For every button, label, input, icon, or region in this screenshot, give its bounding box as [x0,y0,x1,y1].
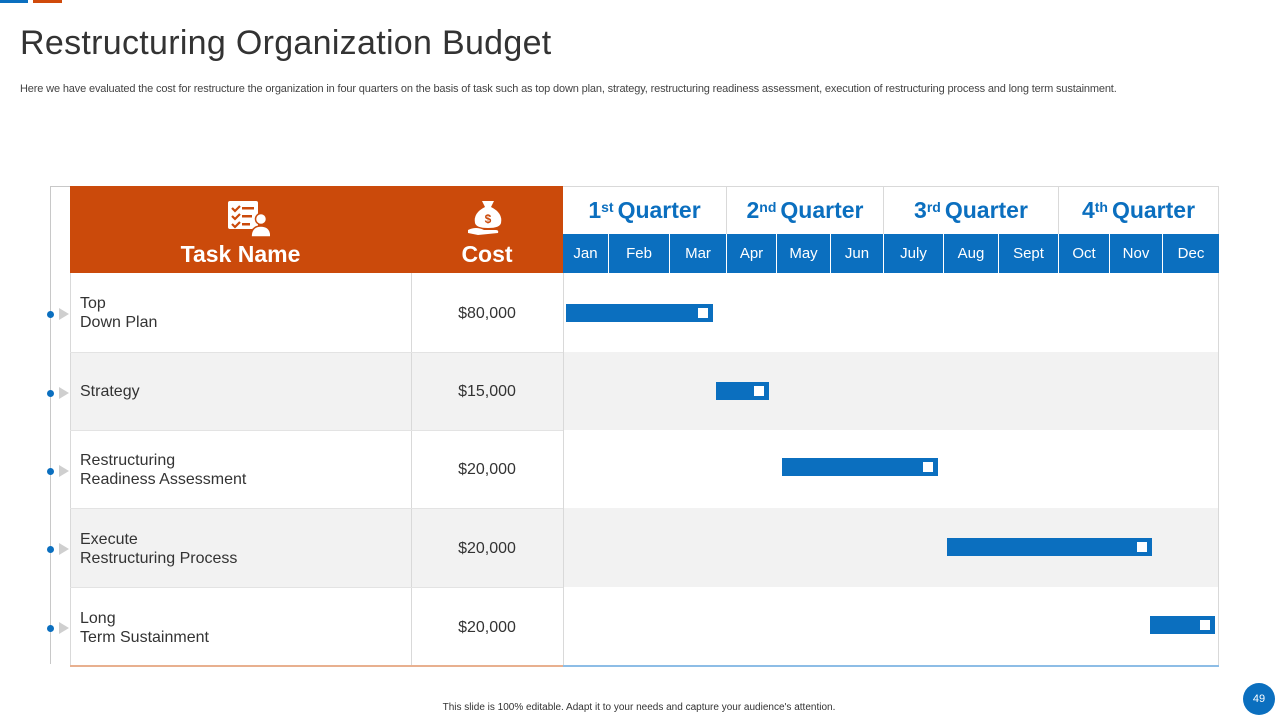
timeline-rail [50,186,51,664]
quarter-label: Quarter [1111,197,1196,223]
month-feb: Feb [609,234,670,273]
timeline-arrow [59,387,69,399]
timeline-dot [47,311,54,318]
timeline-dot [47,468,54,475]
task-name-line: Restructuring Process [80,550,238,567]
grid-line [70,273,71,665]
task-name-line: Term Sustainment [80,629,209,646]
month-jun: Jun [831,234,884,273]
month-dec: Dec [1177,245,1205,262]
task-cost: $80,000 [458,305,516,322]
month-mar: Mar [670,234,727,273]
bar-end-marker [1200,620,1210,630]
page-subtitle: Here we have evaluated the cost for rest… [20,83,1117,95]
task-cost: $20,000 [458,619,516,636]
quarter-label: Quarter [944,197,1028,223]
month-jul: July [884,234,944,273]
quarter-number: 3 [914,197,927,223]
task-name-line: Long [80,610,116,627]
quarter-number: 1 [588,197,602,223]
task-name: Execute Restructuring Process [80,530,237,568]
quarter-label: Quarter [617,197,701,223]
top-accent-orange [33,0,62,3]
grid-line [70,352,563,353]
task-name: Top Down Plan [80,294,157,332]
bar-end-marker [754,386,765,396]
timeline-dot [47,546,54,553]
grid-line [70,430,563,431]
cost-header-label: Cost [461,241,513,267]
bar-end-marker [697,308,708,318]
quarter-number: 2 [746,197,760,223]
task-name-header-label: Task Name [180,241,301,267]
quarter-number: 4 [1081,197,1095,223]
task-name-line: Strategy [80,383,140,400]
month-nov: Nov [1110,234,1163,273]
month-sep: Sept [999,234,1059,273]
grid-line [1218,273,1219,665]
grid-line [563,273,564,665]
task-name: Strategy [80,382,140,401]
month-jan: Jan [563,234,609,273]
checklist-person-icon [228,201,270,237]
table-bottom-border-orange [70,665,563,667]
page-title: Restructuring Organization Budget [20,24,552,62]
task-name-line: Top [80,295,106,312]
month-aug: Aug [944,234,999,273]
grid-line [411,273,412,665]
task-name-line: Readiness Assessment [80,471,247,488]
page-number-badge: 49 [1243,683,1275,715]
task-name-line: Down Plan [80,314,158,331]
task-name-line: Restructuring [80,452,176,469]
timeline-dot [47,390,54,397]
footer-note: This slide is 100% editable. Adapt it to… [442,702,836,713]
task-cost: $20,000 [458,461,516,478]
task-name-header: Task Name [70,186,411,273]
timeline-arrow [59,622,69,634]
gantt-bar-strategy [715,382,770,400]
quarter-ordinal: th [1094,198,1108,215]
timeline-dot [47,625,54,632]
gantt-bar-execute-process [946,538,1153,556]
task-cost: $15,000 [458,383,516,400]
task-name: Long Term Sustainment [80,609,209,647]
month-may: May [777,234,831,273]
timeline-arrow [59,543,69,555]
timeline-arrow [59,465,69,477]
cost-header: $ Cost [411,186,563,273]
gantt-bar-long-term-sustainment [1149,616,1215,634]
task-name: Restructuring Readiness Assessment [80,451,246,489]
quarter-ordinal: rd [926,198,941,215]
month-oct: Oct [1059,234,1110,273]
table-bottom-border-blue [563,665,1219,667]
timeline-rail-top [50,186,70,187]
grid-line [70,508,563,509]
timeline-arrow [59,308,69,320]
gantt-bar-top-down-plan [566,304,713,322]
task-cost: $20,000 [458,540,516,557]
bar-end-marker [1137,542,1148,552]
grid-line [70,587,563,588]
month-apr: Apr [727,234,777,273]
quarter-label: Quarter [780,197,864,223]
bar-end-marker [922,462,933,472]
table-row [70,587,1219,665]
gantt-bar-readiness-assessment [782,458,938,476]
svg-text:$: $ [485,212,492,226]
quarter-ordinal: nd [759,198,777,215]
task-name-line: Execute [80,531,138,548]
quarter-ordinal: st [601,198,614,215]
top-accent-blue [0,0,28,3]
money-bag-hand-icon: $ [468,201,502,235]
table-row [70,352,1219,430]
